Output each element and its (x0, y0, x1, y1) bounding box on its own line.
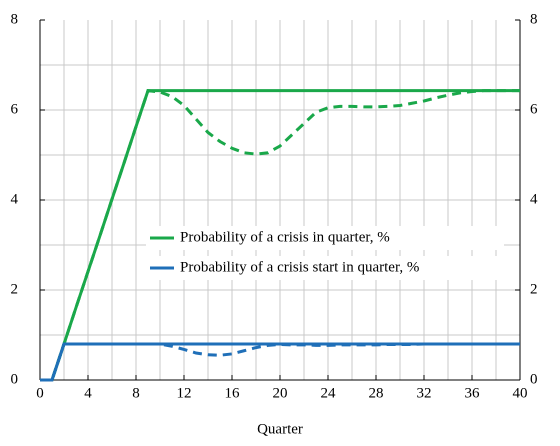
y2-tick-label: 4 (530, 191, 538, 207)
series-line (40, 89, 520, 382)
legend-label: Probability of a crisis start in quarter… (180, 259, 419, 275)
legend-bg (146, 226, 504, 250)
y2-tick-label: 2 (530, 281, 538, 297)
y2-tick-label: 6 (530, 101, 538, 117)
x-tick-label: 16 (225, 385, 241, 401)
x-tick-label: 40 (513, 385, 528, 401)
y-tick-label: 6 (11, 101, 19, 117)
x-tick-label: 8 (132, 385, 140, 401)
legend-bg (146, 256, 504, 280)
x-tick-label: 4 (84, 385, 92, 401)
x-tick-label: 36 (465, 385, 481, 401)
x-tick-label: 12 (177, 385, 192, 401)
x-tick-label: 28 (369, 385, 384, 401)
y-tick-label: 4 (11, 191, 19, 207)
y-tick-label: 8 (11, 11, 19, 27)
y2-tick-label: 8 (530, 11, 538, 27)
x-tick-label: 20 (273, 385, 288, 401)
series-line (40, 342, 520, 382)
y-tick-label: 0 (11, 371, 19, 387)
y-tick-label: 2 (11, 281, 19, 297)
y2-tick-label: 0 (530, 371, 538, 387)
x-axis-label: Quarter (257, 421, 303, 437)
x-tick-label: 24 (321, 385, 337, 401)
x-tick-label: 32 (417, 385, 432, 401)
x-tick-label: 0 (36, 385, 44, 401)
legend-label: Probability of a crisis in quarter, % (180, 229, 390, 245)
